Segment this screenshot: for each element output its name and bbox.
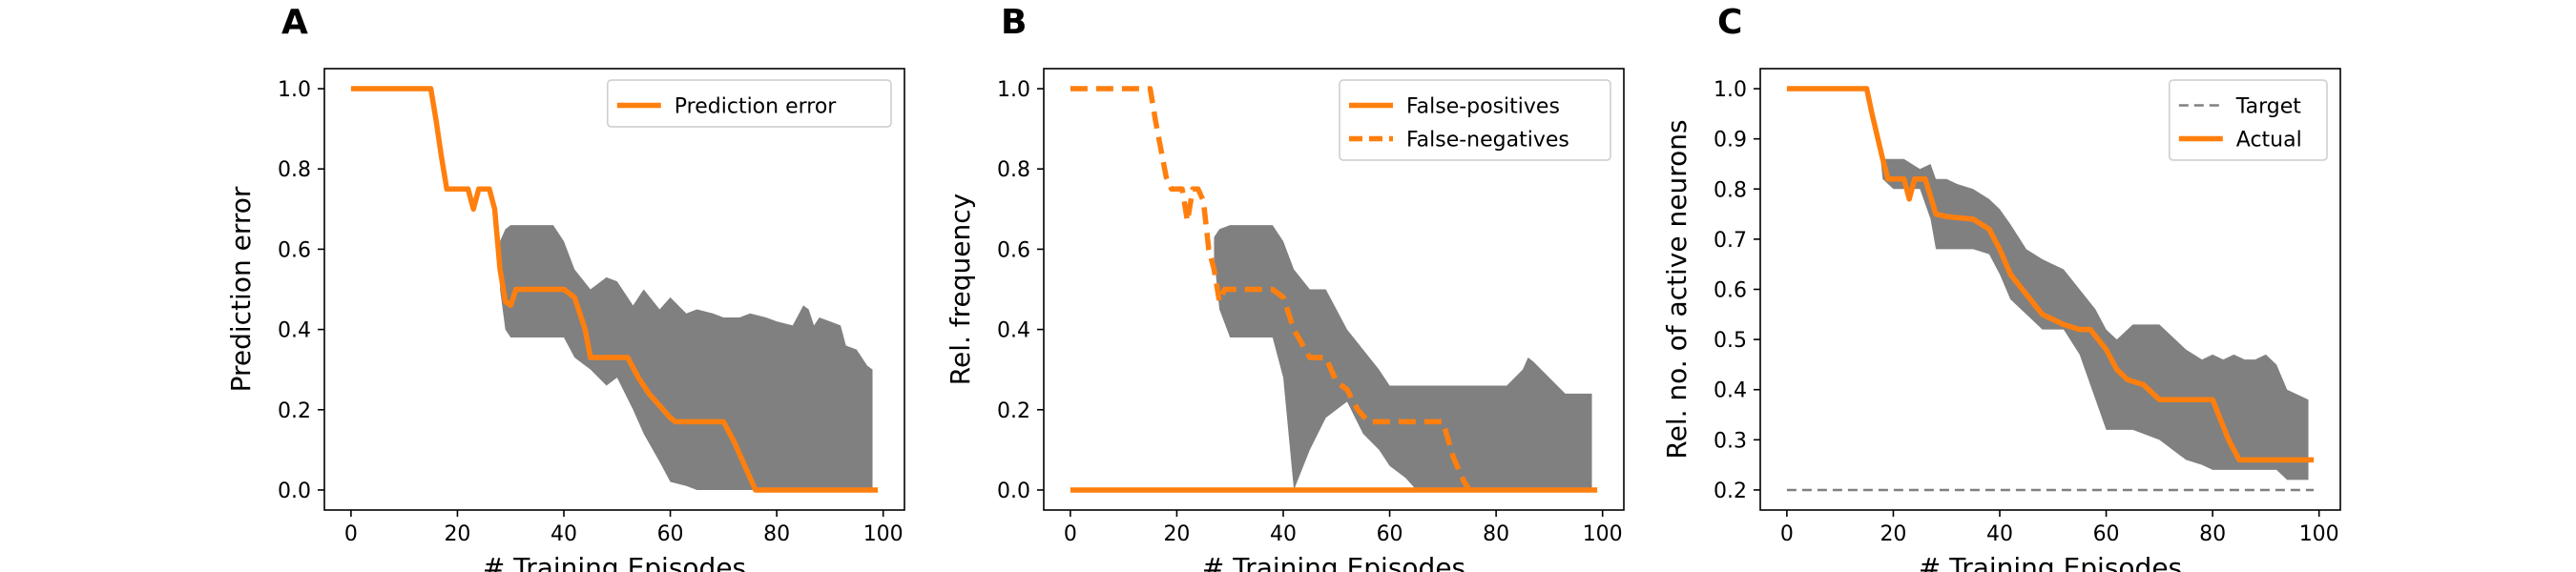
legend: False-positives False-negatives xyxy=(1339,79,1611,161)
panel-c: 0 20 40 60 80 100 0.2 0.3 0.4 0.5 0.6 0.7 0.8 0.9 1.0 #… xyxy=(1661,3,2341,572)
y-tick-label: 0.8 xyxy=(997,158,1030,182)
panel-letter: A xyxy=(281,3,308,42)
x-tick-label: 80 xyxy=(2199,522,2226,546)
panel-letter: C xyxy=(1717,3,1742,42)
y-tick-label: 0.2 xyxy=(1714,480,1747,503)
y-tick-label: 1.0 xyxy=(1714,78,1747,102)
legend-box xyxy=(607,79,892,128)
y-tick-label: 0.8 xyxy=(278,158,311,182)
legend-entry: False-positives xyxy=(1406,95,1560,119)
x-tick-label: 60 xyxy=(657,522,684,546)
series-line-prediction-error xyxy=(350,86,879,493)
y-axis-label: Prediction error xyxy=(225,186,257,392)
std-band xyxy=(1866,89,2309,480)
x-tick-label: 100 xyxy=(863,522,904,546)
y-tick-label: 1.0 xyxy=(278,78,311,102)
panel-letter: B xyxy=(1001,3,1027,42)
x-tick-label: 20 xyxy=(1880,522,1906,546)
legend-entry: Prediction error xyxy=(675,95,837,119)
x-tick-label: 80 xyxy=(763,522,790,546)
y-tick-label: 0.4 xyxy=(1714,379,1747,403)
y-tick-label: 0.0 xyxy=(997,480,1030,503)
y-tick-label: 0.6 xyxy=(1714,279,1747,303)
panel-a: 0 20 40 60 80 100 0.0 0.2 0.4 0.6 0.8 1.0 # Training… xyxy=(225,3,905,572)
x-tick-label: 40 xyxy=(551,522,577,546)
x-tick-label: 40 xyxy=(1986,522,2013,546)
y-axis-label: Rel. no. of active neurons xyxy=(1661,119,1693,459)
x-tick-label: 60 xyxy=(2093,522,2120,546)
x-tick-label: 100 xyxy=(1583,522,1623,546)
x-tick-label: 20 xyxy=(1163,522,1190,546)
y-tick-label: 0.8 xyxy=(1714,178,1747,202)
x-tick-label: 100 xyxy=(2299,522,2339,546)
std-band xyxy=(500,225,873,490)
y-tick-label: 0.0 xyxy=(278,480,311,503)
y-tick-label: 0.3 xyxy=(1714,429,1747,453)
x-tick-label: 60 xyxy=(1377,522,1403,546)
legend-entry: Target xyxy=(2235,95,2301,119)
legend: Prediction error xyxy=(607,79,892,128)
y-tick-label: 0.7 xyxy=(1714,229,1747,253)
y-tick-label: 0.2 xyxy=(278,399,311,423)
y-tick-label: 0.2 xyxy=(997,399,1030,423)
x-axis-label: # Training Episodes xyxy=(1202,552,1465,572)
series-line-actual xyxy=(1786,86,2315,463)
panel-b: 0 20 40 60 80 100 0.0 0.2 0.4 0.6 0.8 1.0 # Training… xyxy=(945,3,1625,572)
x-axis-label: # Training Episodes xyxy=(483,552,746,572)
y-axis-label: Rel. frequency xyxy=(945,194,976,385)
y-tick-label: 0.9 xyxy=(1714,129,1747,153)
y-tick-label: 0.4 xyxy=(997,319,1030,343)
std-band xyxy=(1214,225,1592,490)
y-tick-label: 0.5 xyxy=(1714,329,1747,353)
series-line-false-negatives xyxy=(1070,86,1472,492)
legend-entry: False-negatives xyxy=(1406,129,1569,153)
y-tick-label: 0.6 xyxy=(997,238,1030,262)
x-tick-label: 0 xyxy=(344,522,358,546)
axes-frame xyxy=(1043,68,1625,511)
legend-entry: Actual xyxy=(2236,129,2302,153)
y-tick-label: 1.0 xyxy=(997,78,1030,102)
x-tick-label: 80 xyxy=(1483,522,1509,546)
legend-box xyxy=(1339,79,1611,161)
legend: Target Actual xyxy=(2169,79,2328,161)
x-tick-label: 20 xyxy=(444,522,470,546)
x-tick-label: 40 xyxy=(1270,522,1297,546)
x-tick-label: 0 xyxy=(1064,522,1077,546)
axes-frame xyxy=(323,68,905,511)
y-tick-label: 0.4 xyxy=(278,319,311,343)
x-tick-label: 0 xyxy=(1780,522,1794,546)
y-tick-label: 0.6 xyxy=(278,238,311,262)
x-axis-label: # Training Episodes xyxy=(1919,552,2182,572)
